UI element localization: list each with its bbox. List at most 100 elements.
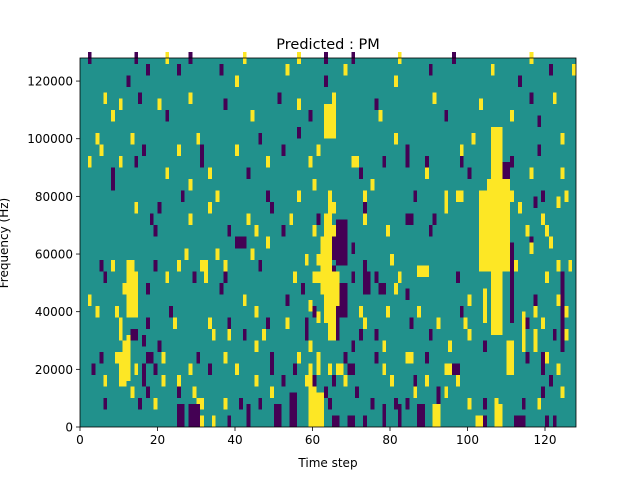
y-tick-label: 60000 [35,248,73,262]
heatmap-cell-high [448,340,453,353]
heatmap-cell-high [176,144,181,157]
heatmap-cell-low [300,282,305,295]
heatmap-cell-high [266,236,270,249]
heatmap-cell-low [459,156,464,168]
heatmap-cell-low [331,236,336,260]
heatmap-cell-low [413,190,418,203]
heatmap-cell-high [126,259,135,318]
heatmap-cell-low [258,259,263,272]
heatmap-cell-high [436,317,441,329]
heatmap-cell-high [223,352,228,364]
heatmap-cell-low [281,144,286,157]
heatmap-cell-low [541,386,546,399]
heatmap-cell-low [223,271,228,283]
heatmap-cell-high [269,386,274,399]
heatmap-cell-high [572,63,577,76]
heatmap-cell-low [324,386,329,399]
heatmap-cell-high [444,363,452,376]
heatmap-cell-high [525,225,530,237]
heatmap-cell-high [556,196,561,208]
heatmap-cell-low [138,92,143,105]
heatmap-cell-high [417,265,429,278]
heatmap-cell-high [223,259,228,272]
heatmap-cell-high [545,225,549,237]
heatmap-cell-high [444,190,449,214]
heatmap-cell-low [355,386,360,399]
heatmap-cell-low [219,282,224,295]
heatmap-cell-high [297,98,301,110]
heatmap-cell-low [153,363,158,376]
heatmap-cell-low [281,225,286,237]
heatmap-cell-high [184,248,189,260]
heatmap-cell-high [95,305,100,318]
heatmap-cell-high [359,305,363,318]
heatmap-cell-high [285,63,290,76]
heatmap-cell-low [548,375,553,387]
heatmap-cell-high [490,127,503,335]
heatmap-cell-low [316,213,321,226]
heatmap-cell-low [537,144,542,157]
heatmap-cell-low [452,363,460,376]
heatmap-cell-high [111,259,115,272]
heatmap-cell-high [312,271,321,283]
heatmap-cell-low [533,294,538,306]
heatmap-cell-low [289,392,297,427]
heatmap-cell-high [378,109,383,122]
heatmap-cell-high [157,98,162,110]
heatmap-cell-low [331,375,336,387]
heatmap-cell-low [196,352,201,364]
heatmap-cell-high [390,375,394,387]
heatmap-cell-high [556,294,561,306]
heatmap-cell-high [494,403,503,427]
heatmap-cell-high [467,294,472,306]
heatmap-cell-low [293,363,298,376]
heatmap-cell-high [297,190,301,203]
heatmap-cell-high [304,375,309,387]
heatmap-cell-high [196,132,201,145]
heatmap-cell-high [130,132,135,145]
heatmap-cell-high [479,98,484,110]
x-tick-label: 20 [150,433,165,447]
heatmap-cell-low [269,352,274,364]
heatmap-cell-low [227,415,232,427]
heatmap-cell-low [424,352,429,364]
heatmap-cell-low [258,398,263,410]
heatmap-cell-high [176,375,181,387]
heatmap-cell-high [405,352,414,364]
heatmap-cell-high [87,294,92,306]
heatmap-cell-low [273,403,282,427]
heatmap-cell-high [533,305,538,318]
heatmap-cell-low [308,109,313,122]
heatmap-cell-low [444,109,449,122]
heatmap-cell-high [537,398,542,410]
y-tick-label: 0 [65,421,73,435]
heatmap-cell-low [153,225,158,237]
heatmap-cell-low [382,403,387,427]
heatmap-cell-high [308,156,313,168]
heatmap-cell-high [343,63,348,76]
heatmap-cell-high [254,305,259,318]
heatmap-cell-high [335,363,344,376]
heatmap-cell-low [362,415,367,427]
heatmap-cell-high [432,403,441,427]
heatmap-cell-high [196,398,204,410]
heatmap-cell-low [374,352,379,364]
heatmap-cell-low [142,375,146,387]
heatmap-cell-high [103,92,108,105]
heatmap-cell-high [207,167,212,180]
heatmap-cell-low [351,340,356,353]
heatmap-cell-high [254,340,259,353]
heatmap-cell-low [165,109,170,122]
heatmap-cell-high [382,340,387,353]
heatmap-cell-low [207,363,212,376]
heatmap-cell-low [157,202,162,214]
heatmap-cell-high [130,386,135,399]
heatmap-cell-high [393,282,398,295]
heatmap-cell-high [297,352,301,364]
heatmap-cell-low [223,98,228,110]
heatmap-cell-low [324,75,329,87]
heatmap-cell-low [227,317,232,329]
heatmap-cell-high [397,271,402,283]
heatmap-cell-low [246,403,251,427]
